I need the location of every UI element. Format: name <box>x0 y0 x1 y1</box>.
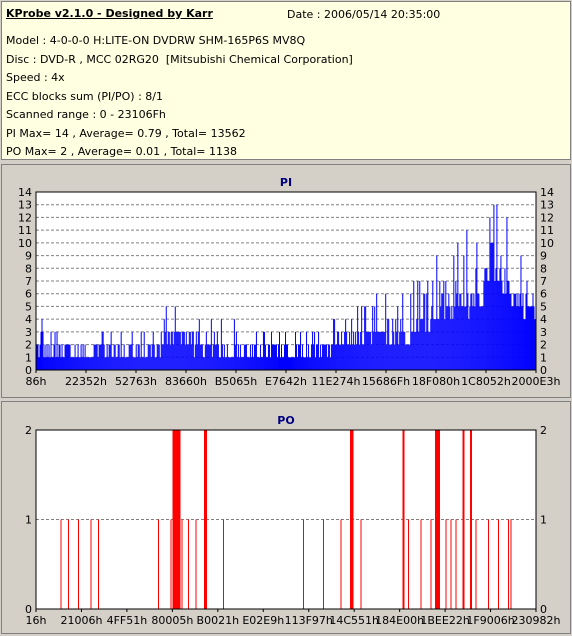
x-tick-label: 80005h <box>151 614 193 627</box>
y-tick-label-left: 13 <box>18 199 32 212</box>
y-tick-label-left: 1 <box>25 514 32 527</box>
disc-line: Disc : DVD-R , MCC 02RG20 [Mitsubishi Ch… <box>6 53 353 66</box>
y-tick-label-left: 0 <box>25 603 32 616</box>
y-tick-label-right: 2 <box>540 424 547 437</box>
model-line: Model : 4-0-0-0 H:LITE-ON DVDRW SHM-165P… <box>6 34 306 47</box>
x-tick-label: 86h <box>26 375 47 388</box>
x-tick-label: 113F97h <box>285 614 333 627</box>
ecc-line: ECC blocks sum (PI/PO) : 8/1 <box>6 90 163 103</box>
x-tick-label: B5065h <box>215 375 258 388</box>
y-tick-label-left: 6 <box>25 288 32 301</box>
x-tick-label: 22352h <box>65 375 107 388</box>
y-tick-label-right: 2 <box>540 339 547 352</box>
x-tick-label: E02E9h <box>242 614 284 627</box>
x-tick-label: 16h <box>26 614 47 627</box>
po-summary-line: PO Max= 2 , Average= 0.01 , Total= 1138 <box>6 145 237 158</box>
y-tick-label-left: 8 <box>25 262 32 275</box>
speed-line: Speed : 4x <box>6 71 65 84</box>
chart-title: PO <box>277 414 294 427</box>
y-tick-label-left: 2 <box>25 424 32 437</box>
x-tick-label: 2000E3h <box>512 375 561 388</box>
y-tick-label-right: 5 <box>540 300 547 313</box>
y-tick-label-right: 11 <box>540 224 554 237</box>
x-tick-label: 1BEE22h <box>420 614 469 627</box>
x-tick-label: 230982h <box>512 614 561 627</box>
y-tick-label-right: 8 <box>540 262 547 275</box>
plot-frame <box>35 191 537 371</box>
y-tick-label-left: 10 <box>18 237 32 250</box>
y-tick-label-left: 7 <box>25 275 32 288</box>
plot-frame <box>35 429 537 610</box>
pi-summary-line: PI Max= 14 , Average= 0.79 , Total= 1356… <box>6 127 246 140</box>
chart-title: PI <box>280 176 292 189</box>
y-tick-label-left: 3 <box>25 326 32 339</box>
scan-date: Date : 2006/05/14 20:35:00 <box>287 8 441 21</box>
y-tick-label-left: 2 <box>25 339 32 352</box>
x-tick-label: 4FF51h <box>107 614 148 627</box>
x-tick-label: 1C8052h <box>461 375 511 388</box>
range-line: Scanned range : 0 - 23106Fh <box>6 108 166 121</box>
x-tick-label: 18F080h <box>412 375 460 388</box>
y-tick-label-left: 5 <box>25 300 32 313</box>
x-tick-label: 21006h <box>60 614 102 627</box>
x-tick-label: 1F9006h <box>466 614 514 627</box>
y-tick-label-left: 0 <box>25 364 32 377</box>
x-tick-label: 52763h <box>115 375 157 388</box>
app-title: KProbe v2.1.0 - Designed by Karr <box>6 7 213 20</box>
x-tick-label: E7642h <box>265 375 307 388</box>
y-tick-label-right: 1 <box>540 351 547 364</box>
y-tick-label-left: 4 <box>25 313 32 326</box>
y-tick-label-right: 3 <box>540 326 547 339</box>
info-panel: KProbe v2.1.0 - Designed by Karr Date : … <box>1 1 571 160</box>
po-chart: PO 0 0 1 1 2 2 16h 21006h 4FF51h 80005h B0021h E02E9… <box>25 414 561 627</box>
y-tick-label-right: 9 <box>540 250 547 263</box>
x-tick-label: 83660h <box>165 375 207 388</box>
x-tick-label: 14C551h <box>329 614 379 627</box>
y-tick-label-right: 14 <box>540 186 554 199</box>
y-tick-label-left: 14 <box>18 186 32 199</box>
y-tick-label-right: 0 <box>540 364 547 377</box>
y-tick-label-right: 6 <box>540 288 547 301</box>
y-tick-label-right: 12 <box>540 211 554 224</box>
y-tick-label-right: 1 <box>540 514 547 527</box>
y-tick-label-left: 1 <box>25 351 32 364</box>
y-tick-label-left: 11 <box>18 224 32 237</box>
y-tick-label-left: 9 <box>25 250 32 263</box>
x-tick-label: 184E00h <box>375 614 424 627</box>
x-tick-label: 15686Fh <box>362 375 410 388</box>
x-tick-label: 11E274h <box>312 375 361 388</box>
y-tick-label-right: 13 <box>540 199 554 212</box>
y-tick-label-right: 4 <box>540 313 547 326</box>
po-chart-panel: PO 0 0 1 1 2 2 16h 21006h 4FF51h 80005h B0021h E02E9… <box>1 401 571 634</box>
y-tick-label-right: 10 <box>540 237 554 250</box>
y-tick-label-right: 0 <box>540 603 547 616</box>
pi-chart-panel: PI 0 0 1 1 2 2 3 3 4 4 5 5 6 6 7 7 8 8 9 9 10 10 11 11 12 12 13 13 14… <box>1 164 571 398</box>
x-tick-label: B0021h <box>197 614 240 627</box>
y-tick-label-right: 7 <box>540 275 547 288</box>
y-tick-label-left: 12 <box>18 211 32 224</box>
